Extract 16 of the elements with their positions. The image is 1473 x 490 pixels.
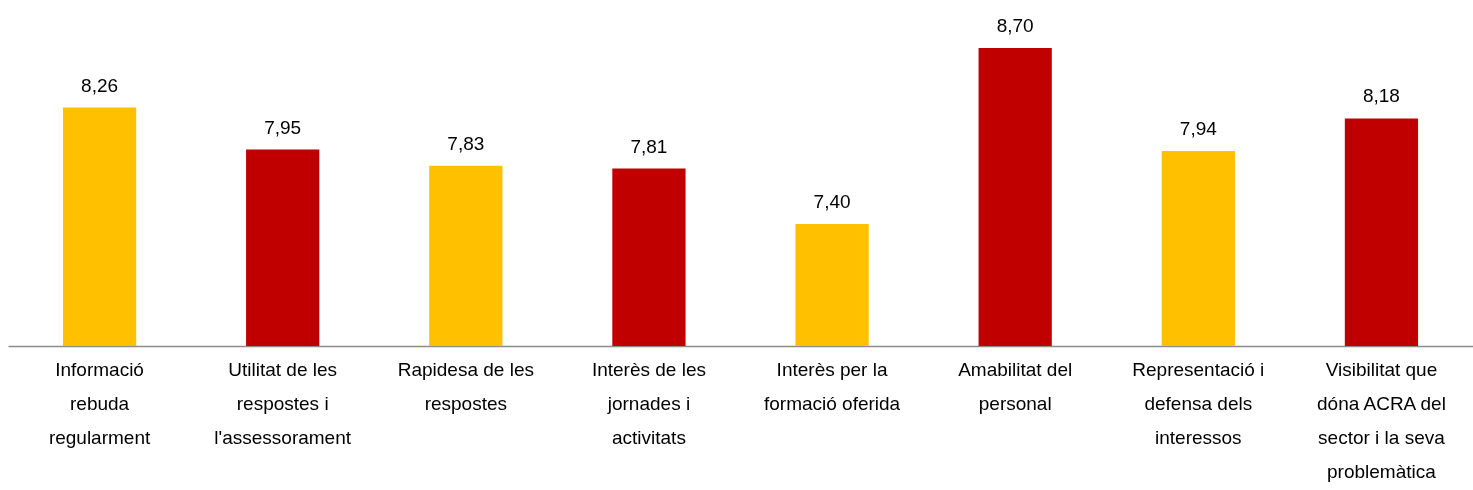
- x-tick-label: Representació i defensa dels interessos: [1132, 358, 1265, 448]
- data-label: 7,94: [1179, 117, 1218, 139]
- x-tick-label: Interès per la formació oferida: [763, 358, 901, 414]
- x-tick-label: Informació rebuda regularment: [48, 358, 151, 448]
- data-label: 7,83: [447, 132, 485, 154]
- data-label: 7,81: [630, 135, 668, 157]
- data-label: 7,95: [264, 116, 302, 138]
- x-tick-label: Interès de les jornades i activitats: [591, 358, 706, 448]
- x-tick-label: Visibilitat que dóna ACRA del sector i la seva problemàtica: [1317, 358, 1446, 482]
- x-tick-label: Utilitat de les respostes i l'assessorament: [214, 358, 352, 448]
- data-label: 8,26: [81, 74, 119, 96]
- x-tick-label: Amabilitat del personal: [958, 358, 1073, 414]
- data-label: 8,18: [1362, 85, 1400, 107]
- data-label: 8,70: [996, 15, 1034, 36]
- x-tick-label: Rapidesa de les respostes: [397, 358, 534, 414]
- data-label: 7,40: [813, 191, 851, 213]
